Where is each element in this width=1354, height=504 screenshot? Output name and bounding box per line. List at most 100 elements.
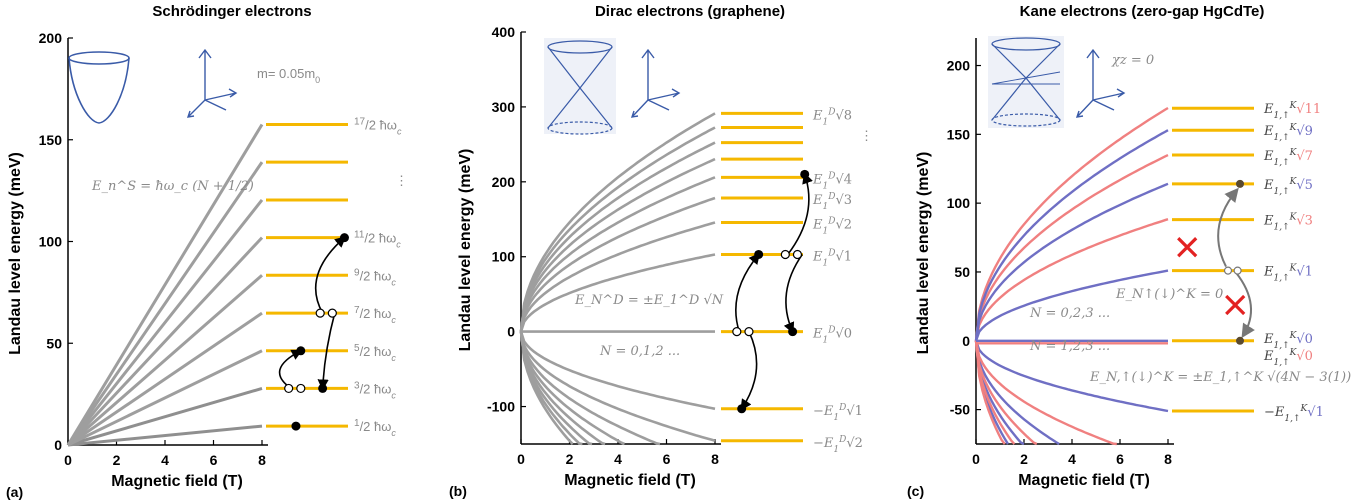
landau-fan-curve (519, 331, 626, 446)
landau-fan-curve (519, 331, 606, 446)
hole-marker (732, 327, 742, 337)
y-tick-label: 100 (947, 195, 971, 211)
axes-sketch-a (186, 48, 238, 118)
electron-marker (788, 327, 798, 337)
landau-fan-line (67, 311, 263, 447)
landau-fan-curve (974, 340, 1025, 446)
electron-marker (737, 404, 747, 414)
panel-c-kane: Kane electrons (zero-gap HgCdTe) 0 2 4 6 8 -50… (907, 3, 1351, 499)
x-axis-label: Magnetic field (T) (1018, 472, 1150, 489)
y-tick-label: 400 (492, 24, 516, 40)
landau-fan-curve (519, 331, 716, 443)
formula-flat-index: N = 0,2,3 ... (1029, 306, 1110, 321)
mass-label: m= 0.05m0 (257, 66, 320, 85)
level-label: E1D√0 (812, 326, 852, 346)
landau-fan-curve (974, 340, 1016, 445)
y-axis-label: Landau level energy (meV) (915, 152, 932, 355)
ellipsis: ⋮ (395, 173, 408, 188)
electron-marker (754, 249, 764, 259)
y-tick-label: 150 (947, 126, 971, 142)
level-label: E1D√8 (812, 107, 852, 127)
x-tick-label: 4 (614, 451, 622, 467)
x-tick-label: 2 (1020, 451, 1028, 467)
landau-fan-line (67, 386, 263, 447)
transition-arrow (740, 331, 758, 411)
landau-fan-curve (519, 331, 593, 446)
level-label: E1,↑K√7 (1263, 148, 1313, 168)
cone-sketch (544, 38, 616, 135)
level-label: E1D√2 (812, 217, 852, 237)
landau-fan-curve (974, 218, 1169, 342)
level-label: E1D√1 (812, 248, 852, 268)
electron-marker (318, 383, 328, 393)
y-tick-label: 0 (54, 437, 62, 453)
level-label: E1,↑K√9 (1263, 123, 1313, 143)
y-tick-label: 200 (492, 174, 516, 190)
x-tick-label: 2 (566, 451, 574, 467)
electron-marker (1236, 179, 1244, 188)
hole-marker (744, 327, 754, 337)
y-tick-label: -100 (487, 399, 515, 415)
landau-fan-line (67, 349, 263, 447)
hole-marker (1233, 266, 1242, 275)
landau-fan-line (66, 236, 264, 447)
landau-fan-curve (974, 340, 1117, 446)
forbidden-cross (1225, 294, 1246, 316)
x-axis-label: Magnetic field (T) (564, 472, 696, 489)
level-label: 17/2 ħωc (354, 116, 402, 137)
landau-fan-curve (519, 331, 574, 445)
y-tick-label: 50 (46, 335, 62, 351)
level-label: 1/2 ħωc (354, 418, 396, 439)
landau-fan-curve (519, 157, 716, 332)
y-tick-label: 0 (962, 333, 970, 349)
x-tick-label: 0 (517, 451, 525, 467)
transition-arrow (735, 252, 761, 332)
hole-marker (792, 249, 803, 260)
panel-b-dirac: Dirac electrons (graphene) 0 2 4 6 8 -100 0 100 2… (449, 3, 873, 499)
y-tick-label: -50 (950, 402, 970, 418)
landau-fan-curve (974, 106, 1169, 341)
x-tick-label: 0 (972, 451, 980, 467)
y-tick-label: 200 (947, 58, 971, 74)
axes-sketch-c (1075, 48, 1126, 118)
formula-index: N = 0,1,2 ... (599, 344, 680, 359)
level-label: E1,↑K√5 (1263, 177, 1313, 197)
electron-marker (296, 346, 306, 356)
level-label: 7/2 ħωc (354, 305, 396, 326)
landau-fan-curve (974, 182, 1169, 341)
electron-marker (800, 169, 810, 179)
transition-arrow (1235, 271, 1255, 339)
electron-marker (1236, 336, 1244, 345)
landau-fan-curve (974, 340, 1060, 446)
level-label: 9/2 ħωc (354, 267, 396, 288)
landau-fan-line (67, 274, 263, 447)
electron-marker (339, 233, 349, 243)
y-tick-label: 200 (39, 30, 63, 46)
landau-fan-curve (519, 141, 716, 332)
y-tick-label: 0 (507, 324, 515, 340)
forbidden-cross (1177, 237, 1198, 258)
level-label: −E1D√1 (813, 403, 863, 423)
level-label: 3/2 ħωc (354, 380, 396, 401)
landau-fan-curve (519, 112, 716, 332)
hole-marker (1223, 266, 1233, 275)
hole-marker (296, 383, 306, 394)
x-axis-label: Magnetic field (T) (111, 473, 243, 490)
y-tick-label: 100 (492, 249, 516, 265)
x-tick-label: 0 (64, 452, 72, 468)
kane-sketch (988, 36, 1064, 128)
landau-fan-line (66, 123, 264, 446)
hole-marker (780, 249, 790, 260)
level-label: −E1D√2 (813, 435, 863, 455)
y-tick-label: 100 (39, 234, 63, 250)
level-label: E1,↑K√11 (1263, 101, 1321, 121)
landau-fan-curve (519, 176, 716, 332)
x-tick-label: 6 (1116, 451, 1124, 467)
electron-marker (291, 421, 301, 431)
paraboloid-sketch (68, 51, 130, 124)
level-label: 11/2 ħωc (354, 229, 401, 250)
x-tick-label: 6 (663, 451, 671, 467)
landau-fan-curve (519, 253, 716, 332)
hole-marker (284, 383, 294, 394)
landau-fan-curve (974, 129, 1169, 341)
